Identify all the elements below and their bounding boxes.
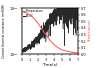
Y-axis label: Contact thermal resistance (m²K/W): Contact thermal resistance (m²K/W) — [2, 4, 6, 58]
Y-axis label: Temperature: Temperature — [88, 20, 92, 42]
Legend: Temperature, AE/SC: Temperature, AE/SC — [22, 8, 44, 18]
X-axis label: Time(s): Time(s) — [42, 63, 58, 67]
